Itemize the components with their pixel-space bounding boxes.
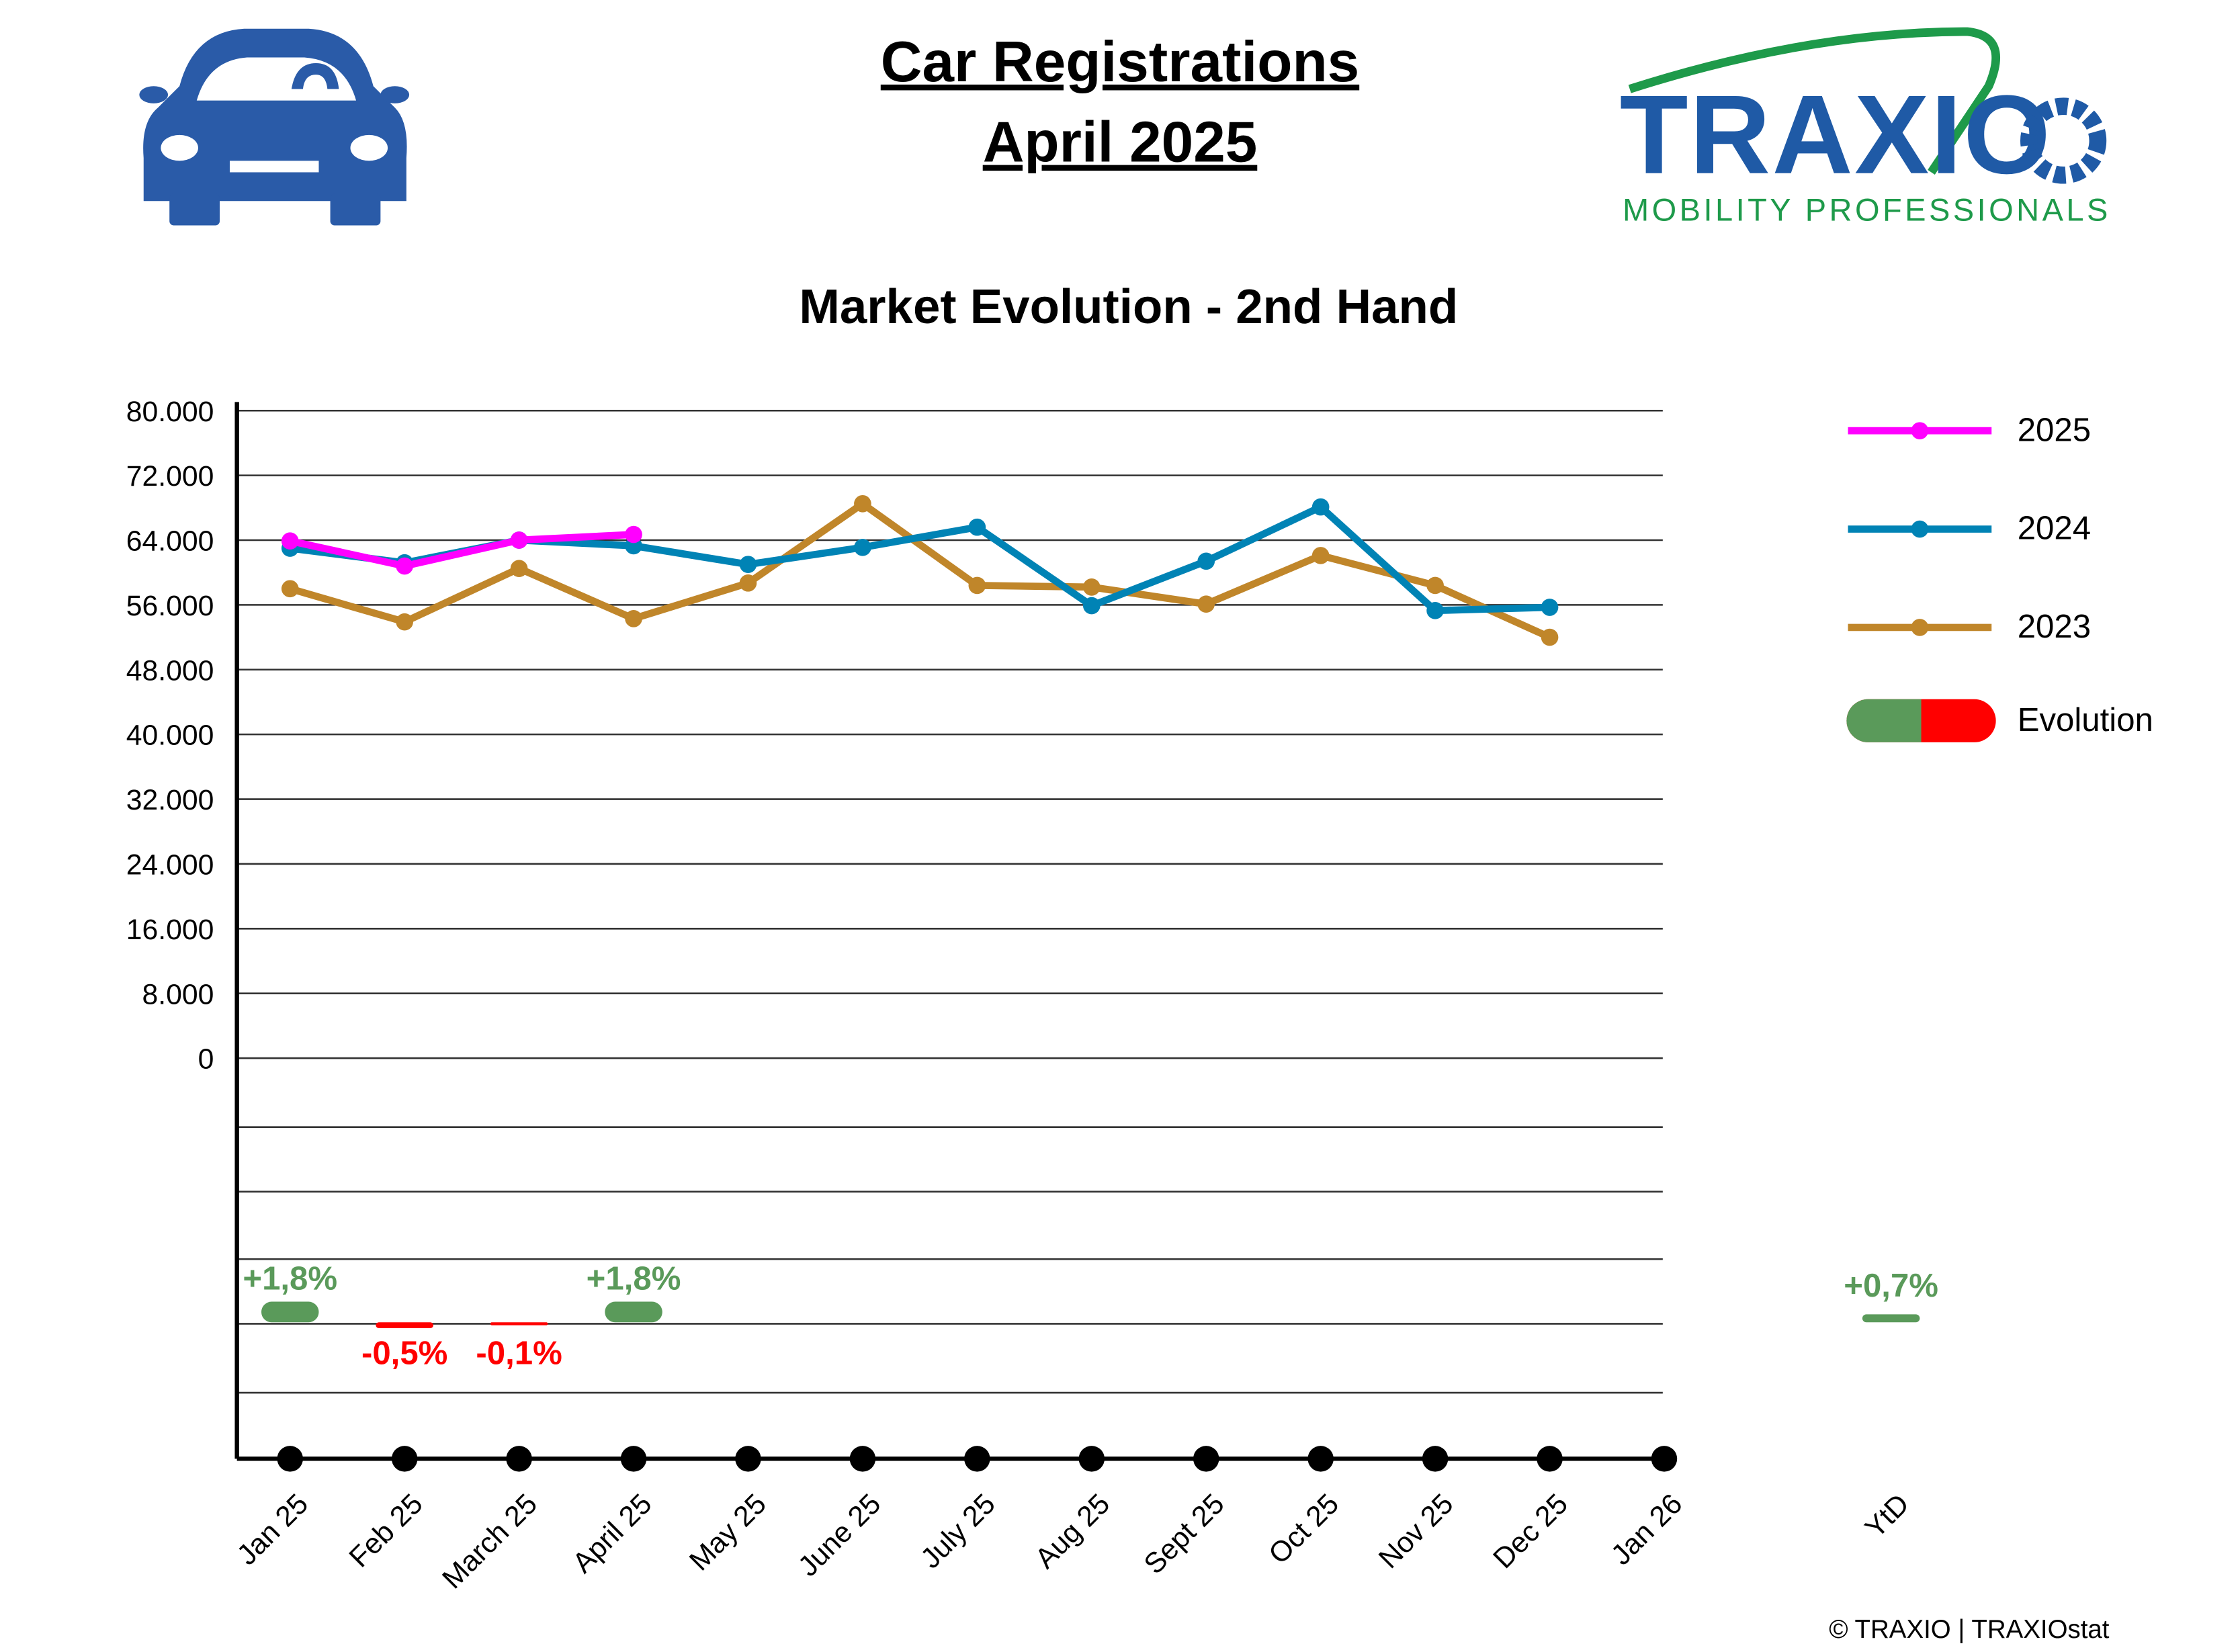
y-tick-label: 24.000 [126,849,214,881]
logo-text: TRAXIO [1620,73,2051,198]
x-tick-label: YtD [1859,1487,1915,1544]
y-tick-label: 40.000 [126,720,214,752]
x-tick-label: Nov 25 [1373,1487,1460,1575]
legend-marker [1911,422,1929,439]
x-tick-label: May 25 [683,1487,773,1577]
evolution-label: +1,8% [587,1260,681,1297]
evolution-bar [1862,1314,1920,1323]
y-tick-label: 80.000 [126,396,214,428]
series-point [281,580,299,598]
evolution-bar [605,1301,662,1323]
series-point [1082,578,1101,596]
series-point [1197,552,1215,570]
y-tick-label: 64.000 [126,525,214,558]
evolution-bar [490,1322,548,1325]
footer: © TRAXIO | TRAXIOstat [1829,1615,2110,1644]
y-tick-label: 56.000 [126,590,214,622]
series-point [281,532,299,550]
y-tick-label: 48.000 [126,654,214,687]
x-tick [964,1446,990,1472]
series-point [1082,597,1101,615]
series-point [396,557,413,575]
legend-marker [1911,520,1929,538]
evolution-label: +0,7% [1844,1268,1938,1304]
x-tick [391,1446,418,1472]
evolution-bar [261,1301,319,1323]
series-point [396,613,413,631]
evolution-label: -0,1% [476,1335,562,1371]
evolution-bar [376,1322,433,1328]
x-tick [735,1446,761,1472]
series-point [1541,599,1559,616]
y-tick-label: 72.000 [126,460,214,492]
x-tick-label: June 25 [792,1487,887,1582]
series-point [1197,595,1215,613]
x-tick-label: Jan 25 [230,1487,314,1571]
title: April 2025 [983,111,1258,175]
title: Car Registrations [881,30,1359,94]
x-tick-label: March 25 [436,1487,544,1595]
series-line [290,503,1550,615]
series-point [854,494,871,513]
x-tick [1078,1446,1105,1472]
x-tick-label: Jan 26 [1605,1487,1689,1571]
x-tick [1422,1446,1449,1472]
series-point [625,610,642,627]
x-tick-label: Sept 25 [1138,1487,1231,1580]
series-line [289,531,634,570]
legend-label: 2025 [2018,412,2091,448]
x-tick [1307,1446,1334,1472]
x-tick [277,1446,303,1472]
series-point [739,556,757,573]
x-tick-label: Aug 25 [1029,1487,1117,1575]
logo: TRAXIO MOBILITY PROFESSIONALS [1620,27,2108,228]
car-icon [139,28,410,226]
series-point [968,518,986,536]
legend-label: Evolution [2018,702,2153,738]
x-tick-label: Dec 25 [1487,1487,1574,1575]
y-tick-label: 8.000 [142,978,214,1010]
evolution-label: +1,8% [243,1260,337,1297]
x-tick-label: Feb 25 [343,1487,429,1573]
series-point [1426,601,1444,619]
x-tick-label: April 25 [566,1487,658,1579]
legend-label: 2023 [2018,609,2091,645]
series-point [1426,576,1444,595]
series-line [289,500,1551,641]
y-tick-label: 16.000 [126,914,214,946]
series-point [968,576,986,595]
legend-label: 2024 [2018,511,2091,547]
x-tick-label: July 25 [914,1487,1002,1575]
x-tick-label: Oct 25 [1262,1487,1345,1570]
evolution-label: -0,5% [361,1335,447,1371]
series-point [1541,628,1559,646]
x-tick [506,1446,532,1472]
x-tick [1193,1446,1219,1472]
legend-evolution [1846,699,1922,742]
x-tick [1651,1446,1678,1472]
y-tick-label: 0 [198,1043,214,1076]
legend-marker [1911,619,1929,636]
series-point [1311,498,1330,516]
chart-title: Market Evolution - 2nd Hand [799,279,1458,334]
y-tick-label: 32.000 [126,784,214,816]
x-tick [849,1446,876,1472]
x-tick [620,1446,647,1472]
series-point [1311,547,1330,564]
x-tick [1537,1446,1563,1472]
series-point [510,560,528,577]
logo-tagline: MOBILITY PROFESSIONALS [1623,192,2108,228]
series-point [854,539,871,556]
series-point [625,525,642,544]
series-point [510,531,528,549]
series-point [739,574,757,592]
